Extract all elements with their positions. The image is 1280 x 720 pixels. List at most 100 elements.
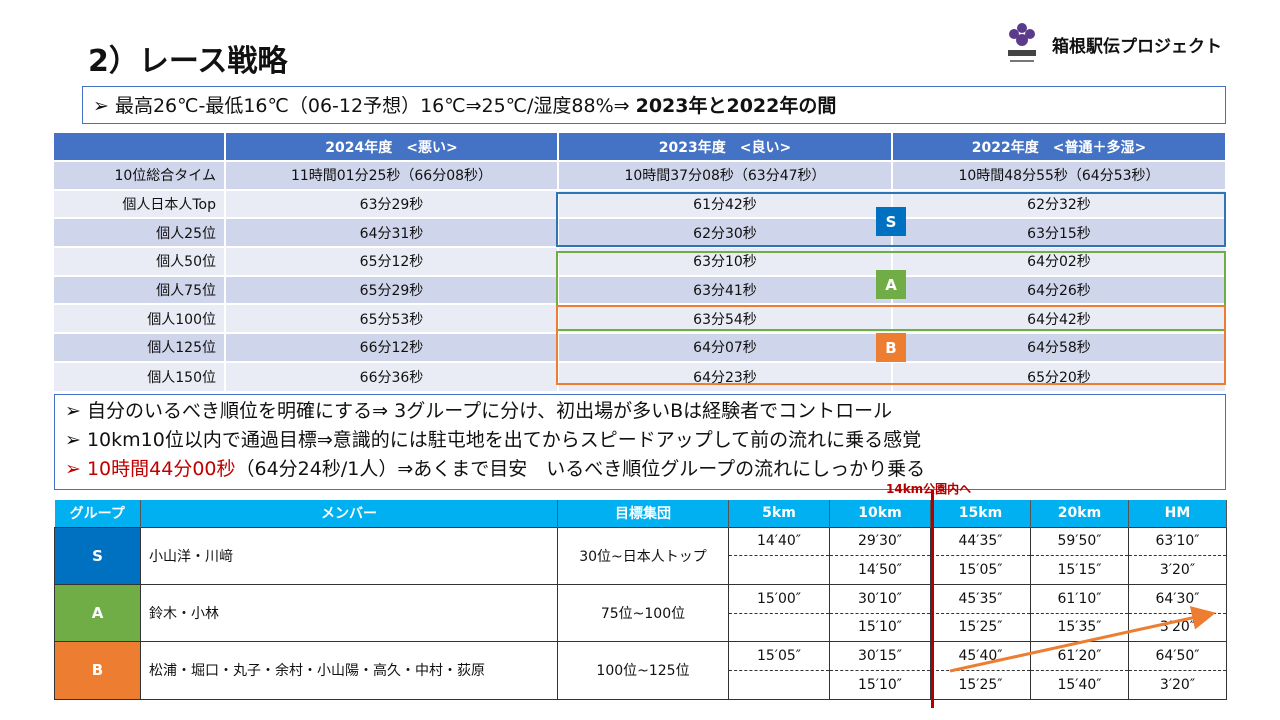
col-header: 5km — [728, 500, 830, 527]
cell: 63分15秒 — [892, 217, 1227, 248]
lap-time-cell: 3′20″ — [1128, 669, 1227, 700]
split-time-cell: 29′30″ — [829, 526, 931, 557]
cell: 65分29秒 — [225, 274, 559, 305]
col-header: 目標集団 — [557, 500, 729, 527]
cell: 66分36秒 — [225, 360, 559, 391]
page-title: 2）レース戦略 — [88, 44, 288, 79]
members-cell: 鈴木・小林 — [140, 583, 558, 643]
lap-time-cell: 15′15″ — [1030, 555, 1129, 585]
checkpoint-marker-line — [931, 490, 934, 708]
lap-time-cell: 3′20″ — [1128, 612, 1227, 643]
table-row: 個人100位 65分53秒 63分54秒 64分42秒 — [54, 303, 1227, 334]
split-time-cell: 61′20″ — [1030, 641, 1129, 671]
split-time-cell: 45′40″ — [930, 641, 1031, 671]
table-row: B 松浦・堀口・丸子・余村・小山陽・高久・中村・荻原 100位~125位 15′05″… — [54, 641, 1227, 700]
split-time-cell: 64′30″ — [1128, 583, 1227, 614]
cell: 11時間01分25秒（66分08秒） — [225, 160, 559, 190]
bullet-text: 10km10位以内で通過目標⇒意識的には駐屯地を出てからスピードアップして前の流… — [86, 429, 922, 451]
cell: 10時間37分08秒（63分47秒） — [558, 160, 893, 190]
col-header: 2024年度 <悪い> — [225, 133, 559, 161]
yearly-comparison-table: 2024年度 <悪い> 2023年度 <良い> 2022年度 <普通＋多湿> 1… — [54, 133, 1227, 391]
bullet-arrow-icon: ➢ — [93, 95, 109, 117]
members-cell: 小山洋・川﨑 — [140, 526, 558, 585]
split-time-cell: 59′50″ — [1030, 526, 1129, 557]
badge-s: S — [876, 207, 906, 236]
project-name: 箱根駅伝プロジェクト — [1052, 37, 1222, 57]
split-time-cell: 63′10″ — [1128, 526, 1227, 557]
col-header: 2023年度 <良い> — [558, 133, 893, 161]
col-header — [54, 133, 226, 161]
group-s-box — [556, 192, 1226, 247]
row-label: 個人150位 — [54, 360, 226, 391]
table-header-row: 2024年度 <悪い> 2023年度 <良い> 2022年度 <普通＋多湿> — [54, 133, 1227, 161]
checkpoint-note: 14km公園内へ — [886, 482, 972, 496]
lap-time-cell — [728, 612, 830, 643]
cell: 65分53秒 — [225, 303, 559, 334]
bullet-arrow-icon: ➢ — [65, 400, 81, 422]
cell: 63分54秒 — [558, 303, 893, 334]
bullet-text: 自分のいるべき順位を明確にする⇒ 3グループに分け、初出場が多いBは経験者でコン… — [86, 400, 893, 422]
lap-time-cell: 15′25″ — [930, 612, 1031, 643]
table-row: 個人150位 66分36秒 64分23秒 65分20秒 — [54, 360, 1227, 391]
group-cell: A — [54, 583, 141, 643]
target-cell: 100位~125位 — [557, 641, 729, 700]
target-cell: 30位~日本人トップ — [557, 526, 729, 585]
col-header: 2022年度 <普通＋多湿> — [892, 133, 1227, 161]
target-cell: 75位~100位 — [557, 583, 729, 643]
row-label: 個人125位 — [54, 332, 226, 362]
col-header: 15km — [930, 500, 1031, 527]
row-label: 個人25位 — [54, 217, 226, 248]
cell: 64分26秒 — [892, 274, 1227, 305]
table-row: 個人125位 66分12秒 64分07秒 64分58秒 — [54, 332, 1227, 362]
split-time-cell: 44′35″ — [930, 526, 1031, 557]
lap-time-cell: 15′05″ — [930, 555, 1031, 585]
group-b-box — [556, 305, 1226, 385]
members-cell: 松浦・堀口・丸子・余村・小山陽・高久・中村・荻原 — [140, 641, 558, 700]
col-header: 10km — [829, 500, 931, 527]
bullet-arrow-icon: ➢ — [65, 429, 81, 451]
weather-callout: ➢ 最高26℃-最低16℃（06-12予想）16℃⇒25℃/湿度88%⇒ 202… — [82, 86, 1226, 124]
cell: 66分12秒 — [225, 332, 559, 362]
university-logo — [1008, 23, 1036, 62]
cell: 64分31秒 — [225, 217, 559, 248]
col-header: 20km — [1030, 500, 1129, 527]
lap-time-cell: 15′35″ — [1030, 612, 1129, 643]
lap-time-cell: 15′40″ — [1030, 669, 1129, 700]
table-row: S 小山洋・川﨑 30位~日本人トップ 14′40″ 29′30″ 44′35″ 59′50… — [54, 526, 1227, 585]
split-time-cell: 61′10″ — [1030, 583, 1129, 614]
col-header: メンバー — [140, 500, 558, 527]
table-header-row: グループ メンバー 目標集団 5km 10km 15km 20km HM — [54, 500, 1227, 527]
callout-text: 最高26℃-最低16℃（06-12予想）16℃⇒25℃/湿度88%⇒ — [114, 95, 636, 117]
table-row: 10位総合タイム 11時間01分25秒（66分08秒） 10時間37分08秒（63分… — [54, 160, 1227, 190]
table-row: A 鈴木・小林 75位~100位 15′00″ 30′10″ 45′35″ 61′10″ 64… — [54, 583, 1227, 643]
split-time-cell: 15′00″ — [728, 583, 830, 614]
group-cell: S — [54, 526, 141, 585]
bullet-item: ➢ 10時間44分00秒（64分24秒/1人）⇒あくまで目安 いるべき順位グルー… — [65, 455, 1215, 484]
cell: 62分30秒 — [558, 217, 893, 248]
bullet-item: ➢ 10km10位以内で通過目標⇒意識的には駐屯地を出てからスピードアップして前… — [65, 426, 1215, 455]
cell: 63分41秒 — [558, 274, 893, 305]
cell: 64分58秒 — [892, 332, 1227, 362]
strategy-bullets: ➢ 自分のいるべき順位を明確にする⇒ 3グループに分け、初出場が多いBは経験者で… — [54, 394, 1226, 490]
group-pace-table: グループ メンバー 目標集団 5km 10km 15km 20km HM S 小山洋・川﨑 30位… — [54, 500, 1227, 700]
lap-time-cell: 14′50″ — [829, 555, 931, 585]
row-label: 10位総合タイム — [54, 160, 226, 190]
split-time-cell: 30′15″ — [829, 641, 931, 671]
cell: 65分20秒 — [892, 360, 1227, 391]
badge-b: B — [876, 333, 906, 362]
badge-a: A — [876, 270, 906, 299]
split-time-cell: 64′50″ — [1128, 641, 1227, 671]
callout-conclusion: 2023年と2022年の間 — [635, 95, 837, 117]
bullet-item: ➢ 自分のいるべき順位を明確にする⇒ 3グループに分け、初出場が多いBは経験者で… — [65, 397, 1215, 426]
row-label: 個人日本人Top — [54, 188, 226, 219]
split-time-cell: 15′05″ — [728, 641, 830, 671]
cell: 64分07秒 — [558, 332, 893, 362]
group-cell: B — [54, 641, 141, 700]
table-row: 個人75位 65分29秒 63分41秒 64分26秒 — [54, 274, 1227, 305]
bullet-arrow-icon: ➢ — [65, 458, 81, 480]
lap-time-cell — [728, 555, 830, 585]
col-header: グループ — [54, 500, 141, 527]
target-time: 10時間44分00秒 — [86, 458, 236, 480]
col-header: HM — [1128, 500, 1227, 527]
split-time-cell: 30′10″ — [829, 583, 931, 614]
